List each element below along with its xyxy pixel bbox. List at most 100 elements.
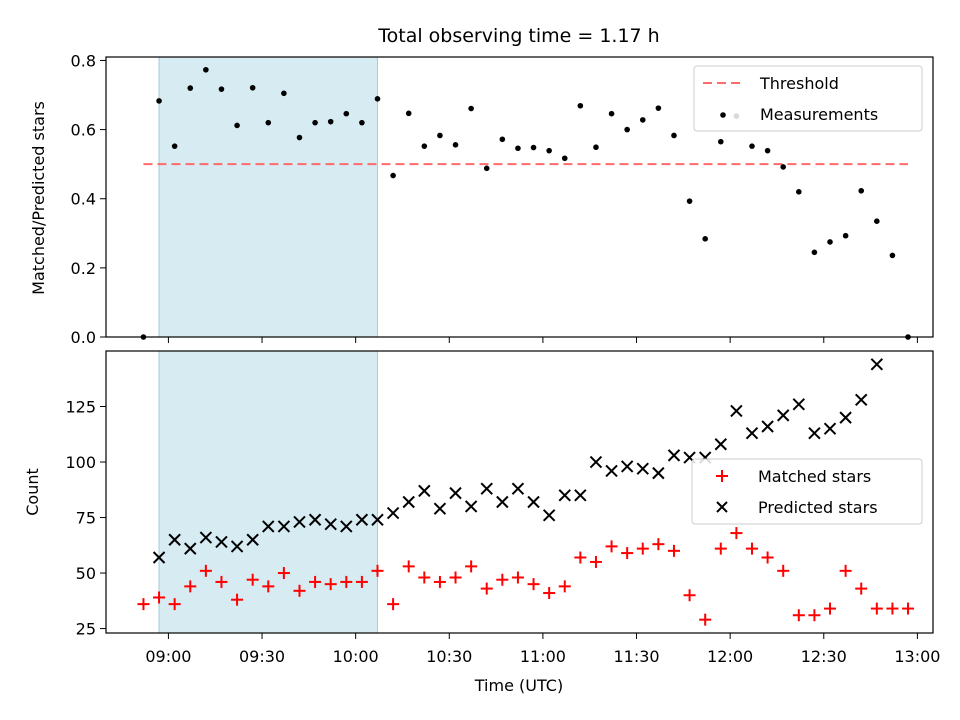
measurement-point (405, 110, 412, 117)
measurement-point (515, 145, 521, 152)
predicted-star-point (511, 482, 525, 495)
x-tick-label: 12:00 (707, 647, 753, 666)
measurement-point (187, 85, 194, 91)
matched-star-point (231, 593, 244, 606)
x-tick-label: 10:00 (333, 647, 379, 666)
predicted-star-point (542, 509, 556, 522)
measurement-point (561, 155, 568, 162)
matched-star-point (262, 580, 275, 593)
y-tick-label: 50 (76, 564, 96, 583)
predicted-star-point (324, 517, 337, 531)
measurement-point (874, 218, 880, 224)
matched-star-point (777, 564, 790, 577)
predicted-star-point (152, 551, 166, 564)
y-tick-label: 75 (76, 509, 96, 528)
legend-measurements-swatch (720, 112, 726, 118)
predicted-star-point (667, 449, 681, 462)
predicted-star-point (168, 533, 181, 546)
matched-star-point (215, 575, 228, 588)
matched-star-point (246, 573, 259, 586)
matched-star-point (402, 560, 415, 573)
matched-star-point (418, 571, 431, 584)
legend-matched-label: Matched stars (758, 467, 871, 486)
predicted-star-point (620, 460, 634, 473)
matched-star-point (558, 580, 571, 593)
predicted-star-point (230, 540, 244, 553)
matched-star-point (636, 542, 649, 555)
measurement-point (796, 189, 802, 195)
top-plot-area: 0.00.20.40.60.8 Matched/Predicted stars … (29, 51, 934, 347)
measurement-point (593, 144, 599, 151)
measurement-point (171, 143, 178, 149)
x-tick-label: 11:00 (520, 647, 566, 666)
matched-star-point (589, 555, 602, 568)
chart-title: Total observing time = 1.17 h (377, 25, 659, 47)
legend-matched-swatch (716, 470, 728, 482)
predicted-star-point (496, 495, 509, 509)
measurement-point (842, 232, 849, 239)
predicted-star-point (745, 426, 759, 440)
matched-stars-series (137, 527, 915, 626)
bottom-plot-area: 25 50 75 100 125 09:00 09:30 10:00 10:30 11:00 11… (23, 350, 940, 695)
top-axes-frame (105, 56, 934, 338)
predicted-star-point (776, 409, 790, 422)
predicted-star-point (714, 438, 727, 451)
matched-star-point (293, 584, 306, 597)
measurement-point (717, 138, 724, 145)
matched-star-point (153, 591, 166, 604)
matched-star-point (870, 602, 883, 615)
measurement-point (327, 118, 334, 125)
predicted-star-point (870, 358, 884, 371)
matched-star-point (355, 575, 368, 588)
predicted-star-point (386, 506, 400, 520)
predicted-star-point (605, 464, 618, 478)
matched-star-point (511, 571, 524, 584)
measurement-point (156, 98, 162, 104)
measurement-point (858, 187, 865, 194)
measurement-point (343, 110, 350, 117)
predicted-star-point (855, 393, 868, 407)
matched-star-point (808, 609, 821, 622)
measurements-series (140, 66, 911, 340)
measurement-point (671, 132, 677, 139)
predicted-star-point (308, 513, 322, 526)
y-tick-label: 100 (65, 453, 96, 472)
matched-star-point (324, 578, 337, 591)
measurement-point (468, 105, 474, 112)
x-tick-label: 09:00 (145, 647, 191, 666)
measurement-point (655, 105, 662, 111)
x-tick-label: 09:30 (239, 647, 285, 666)
predicted-star-point (558, 489, 571, 502)
measurement-point (281, 90, 287, 97)
x-axis-label: Time (UTC) (474, 676, 563, 695)
legend-measurements-label: Measurements (760, 105, 878, 124)
y-tick-label: 0.4 (71, 190, 96, 209)
measurement-point (577, 102, 584, 109)
predicted-star-point (574, 489, 587, 502)
matched-star-point (433, 575, 446, 588)
matched-star-point (184, 580, 197, 593)
measurement-point (499, 136, 506, 143)
matched-star-point (761, 551, 774, 564)
x-tick-label: 11:30 (613, 647, 659, 666)
bottom-legend: Matched stars Predicted stars (691, 458, 923, 525)
predicted-star-point (262, 520, 275, 533)
matched-star-point (855, 582, 868, 595)
matched-star-point (199, 564, 212, 577)
predicted-star-point (652, 466, 665, 480)
measurement-point (530, 144, 537, 151)
matched-star-point (730, 527, 743, 540)
measurement-point (234, 122, 240, 129)
predicted-star-point (418, 484, 431, 498)
predicted-star-point (355, 513, 369, 526)
predicted-star-point (293, 515, 306, 529)
matched-star-point (652, 538, 665, 551)
predicted-star-point (480, 482, 493, 495)
measurement-point (374, 96, 381, 102)
y-tick-label: 0.0 (71, 328, 96, 347)
predicted-star-point (808, 426, 821, 440)
measurement-point (639, 117, 646, 123)
measurement-point (764, 147, 771, 154)
